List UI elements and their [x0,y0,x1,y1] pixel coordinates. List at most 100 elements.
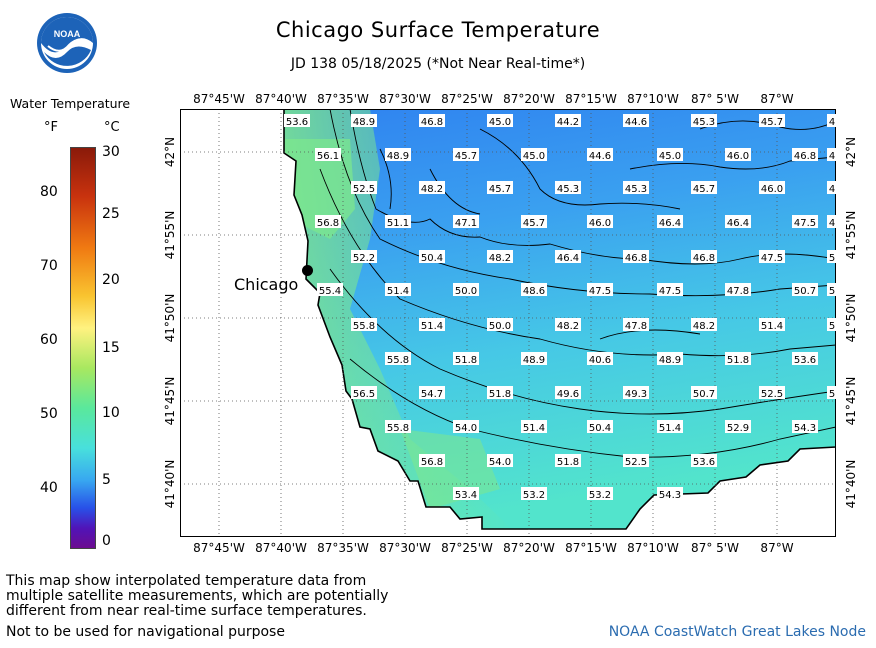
temp-value: 46.0 [589,218,611,229]
temp-value: 55.8 [353,321,375,332]
lat-label-left: 41°55'N [163,210,177,260]
temp-value: 51.8 [489,389,511,400]
temp-label-box [759,114,785,127]
legend-f-tick: 40 [40,480,58,496]
temp-label-box [759,386,785,399]
temp-value: 48.9 [387,151,409,162]
temp-label-box [555,318,581,331]
temp-value: 51.4 [523,423,545,434]
temp-label-box [587,352,613,365]
temp-label-box [827,215,836,228]
temp-label-box [317,283,343,296]
temp-label-box [827,114,836,127]
temp-value: 50.7 [794,286,816,297]
temp-value: 46.8 [794,151,816,162]
temp-value: 54.0 [489,457,511,468]
lat-label-right: 41°50'N [844,293,858,343]
temp-label-box [385,148,411,161]
temp-value: 50.4 [589,423,611,434]
lon-label-bottom: 87°45'W [193,541,245,555]
temp-label-box [453,283,479,296]
temp-value: 4 [829,218,835,229]
temp-value: 47.5 [794,218,816,229]
temp-label-box [623,114,649,127]
temp-label-box [453,148,479,161]
temp-label-box [521,215,547,228]
lon-label-bottom: 87°30'W [379,541,431,555]
temp-value: 55.8 [387,423,409,434]
temp-value: 51.1 [387,218,409,229]
temp-value: 47.5 [761,253,783,264]
temp-value: 52.9 [727,423,749,434]
temp-value: 51.4 [387,286,409,297]
temp-label-box [725,420,751,433]
temp-value: 52.2 [353,253,375,264]
temp-label-box [284,114,310,127]
temp-value: 53.4 [455,490,477,501]
temp-value: 56.1 [317,151,339,162]
temp-label-box [521,352,547,365]
legend-f-tick: 70 [40,258,58,274]
lon-label-bottom: 87°20'W [503,541,555,555]
temp-value: 45.7 [761,117,783,128]
temp-value: 54.3 [794,423,816,434]
temp-value: 54.0 [455,423,477,434]
temp-label-box [657,148,683,161]
temp-label-box [657,215,683,228]
temp-value: 48.2 [557,321,579,332]
temp-value: 50.4 [421,253,443,264]
lon-label-top: 87°45'W [193,92,245,106]
temp-value: 52.5 [625,457,647,468]
legend-c-tick: 25 [102,206,120,222]
temp-value: 47.5 [659,286,681,297]
temp-label-box [419,454,445,467]
temp-label-box [419,181,445,194]
temp-value: 45.7 [523,218,545,229]
city-label-chicago: Chicago [234,275,299,294]
temp-value: 51.4 [421,321,443,332]
lon-label-bottom: 87°W [760,541,794,555]
temp-label-box [555,386,581,399]
temp-label-box [587,487,613,500]
lon-label-top: 87°20'W [503,92,555,106]
temp-value: 55.4 [319,286,341,297]
temp-label-box [487,250,513,263]
temp-label-box [587,148,613,161]
lat-label-right: 41°45'N [844,376,858,426]
footnote-line: different from near real-time surface te… [6,603,367,619]
temp-value: 55.8 [387,355,409,366]
legend-unit-c: °C [104,120,120,135]
temp-value: 46.0 [761,184,783,195]
temperature-map: 53.6 48.9 46.8 45.0 44.2 44.6 45.3 45.7 4 56.1 48.… [180,109,836,537]
lon-label-top: 87°40'W [255,92,307,106]
temp-value: 46.0 [727,151,749,162]
legend-c-tick: 10 [102,405,120,421]
temp-label-box [827,181,836,194]
temp-label-box [521,420,547,433]
temp-value: 50.7 [693,389,715,400]
legend-c-tick: 30 [102,144,120,160]
temp-label-box [691,114,717,127]
temp-value: 5 [829,286,835,297]
temp-label-box [691,386,717,399]
temp-value: 45.3 [625,184,647,195]
legend-f-tick: 60 [40,332,58,348]
temp-value: 46.4 [727,218,749,229]
temp-value: 54.3 [659,490,681,501]
temp-label-box [351,114,377,127]
temp-label-box [453,215,479,228]
temp-label-box [521,283,547,296]
temp-label-box [419,114,445,127]
temp-value: 56.8 [421,457,443,468]
temp-label-box [587,215,613,228]
temp-label-box [487,386,513,399]
lat-label-right: 41°55'N [844,210,858,260]
navigation-warning: Not to be used for navigational purpose [6,624,285,640]
temp-label-box [657,420,683,433]
lon-label-bottom: 87°35'W [317,541,369,555]
temp-value: 50.0 [455,286,477,297]
temp-label-box [657,283,683,296]
temp-value: 4 [829,117,835,128]
temp-value: 52.5 [353,184,375,195]
temp-label-box [487,114,513,127]
